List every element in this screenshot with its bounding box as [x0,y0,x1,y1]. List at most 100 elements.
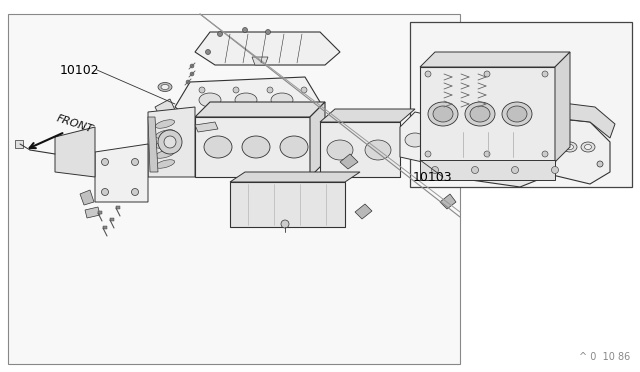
Ellipse shape [428,102,458,126]
Circle shape [190,72,194,76]
Polygon shape [148,117,158,172]
Ellipse shape [365,140,391,160]
Ellipse shape [156,120,175,128]
Ellipse shape [280,136,308,158]
Text: 10102: 10102 [60,64,100,77]
Polygon shape [175,77,320,122]
Circle shape [267,87,273,93]
Polygon shape [85,207,100,218]
Ellipse shape [563,142,577,152]
Ellipse shape [581,142,595,152]
Circle shape [164,136,176,148]
Ellipse shape [453,144,473,160]
Polygon shape [340,154,358,169]
Polygon shape [310,102,325,177]
Circle shape [186,80,190,84]
Circle shape [301,87,307,93]
Polygon shape [230,182,345,227]
Ellipse shape [548,144,556,150]
Circle shape [281,220,289,228]
Circle shape [131,158,138,166]
Polygon shape [420,52,570,67]
Ellipse shape [507,106,527,122]
Ellipse shape [327,140,353,160]
Ellipse shape [204,136,232,158]
Bar [15,140,23,148]
Bar [98,211,102,214]
Ellipse shape [199,93,221,107]
Circle shape [266,29,271,35]
Ellipse shape [502,102,532,126]
Ellipse shape [584,144,591,150]
Bar [410,22,632,187]
Ellipse shape [161,84,169,90]
Ellipse shape [156,150,175,158]
Ellipse shape [156,160,175,168]
Ellipse shape [465,102,495,126]
Text: ^ 0  10 86: ^ 0 10 86 [579,352,630,362]
Ellipse shape [431,133,451,147]
Text: FRONT: FRONT [55,113,94,135]
Circle shape [218,32,223,36]
Circle shape [102,189,109,196]
Polygon shape [555,52,570,162]
Circle shape [131,189,138,196]
Polygon shape [420,67,555,162]
Polygon shape [400,112,460,167]
Polygon shape [195,102,325,117]
Circle shape [425,151,431,157]
Ellipse shape [478,144,498,160]
Polygon shape [8,14,460,364]
Circle shape [484,71,490,77]
Bar [116,206,120,209]
Circle shape [542,151,548,157]
Circle shape [158,130,182,154]
Circle shape [199,87,205,93]
Polygon shape [355,204,372,219]
Circle shape [233,87,239,93]
Ellipse shape [545,142,559,152]
Ellipse shape [156,130,175,138]
Ellipse shape [242,136,270,158]
Circle shape [511,167,518,173]
Circle shape [484,151,490,157]
Bar [110,218,114,221]
Polygon shape [420,160,555,180]
Polygon shape [440,194,456,209]
Ellipse shape [566,144,573,150]
Ellipse shape [271,93,293,107]
Polygon shape [95,144,148,202]
Ellipse shape [158,83,172,92]
Circle shape [190,64,194,68]
Polygon shape [230,172,360,182]
Polygon shape [195,122,218,132]
Circle shape [102,158,109,166]
Polygon shape [320,109,415,122]
Bar [103,226,107,229]
Ellipse shape [470,106,490,122]
Ellipse shape [503,144,523,160]
Polygon shape [195,32,340,65]
Polygon shape [320,122,400,177]
Polygon shape [540,117,610,184]
Polygon shape [148,107,195,177]
Polygon shape [252,57,268,65]
Circle shape [205,49,211,55]
Ellipse shape [235,93,257,107]
Circle shape [431,167,438,173]
Ellipse shape [433,106,453,122]
Circle shape [542,71,548,77]
Circle shape [472,167,479,173]
Polygon shape [80,190,94,205]
Circle shape [425,71,431,77]
Polygon shape [195,117,310,177]
Circle shape [243,28,248,32]
Polygon shape [545,102,615,138]
Ellipse shape [156,140,175,148]
Polygon shape [448,117,545,187]
Circle shape [552,167,559,173]
Polygon shape [155,99,175,117]
Circle shape [597,161,603,167]
Text: 10103: 10103 [413,170,452,183]
Ellipse shape [405,133,425,147]
